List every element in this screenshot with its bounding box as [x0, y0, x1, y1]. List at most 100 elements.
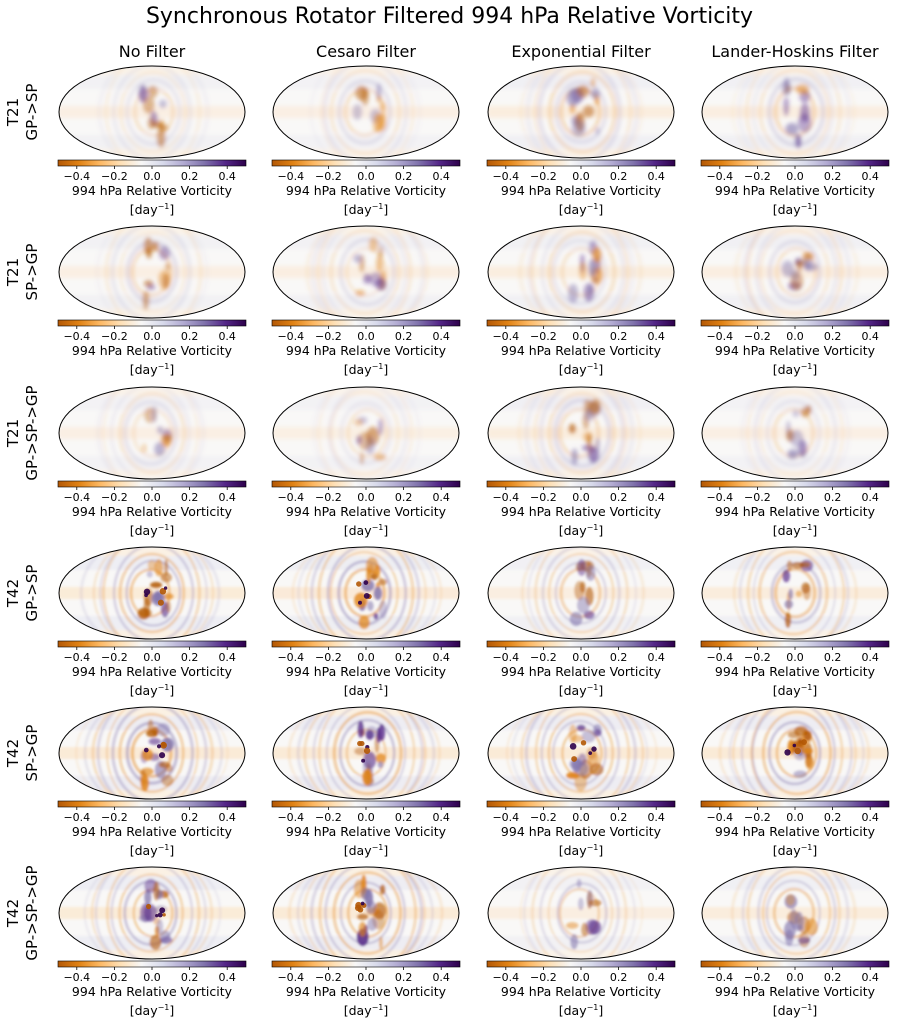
colorbar-label-units: [day−1]: [129, 1003, 175, 1019]
colorbar-label: 994 hPa Relative Vorticity [day−1]: [266, 824, 466, 859]
colorbar-tick-label: 0.0: [572, 811, 590, 824]
colorbar-label-line1: 994 hPa Relative Vorticity: [500, 183, 662, 198]
colorbar-tick-label: 0.2: [610, 971, 628, 984]
vorticity-field: [273, 547, 459, 639]
colorbar-tick-label: −0.2: [315, 651, 342, 664]
colorbar-tick-label: −0.4: [492, 651, 519, 664]
colorbar-label-line1: 994 hPa Relative Vorticity: [285, 664, 447, 679]
colorbar-tick-label: −0.2: [744, 651, 771, 664]
map-outline: [701, 65, 889, 159]
map-svg: −0.4 −0.2 0.0 0.2 0.4: [57, 706, 247, 824]
map-svg: −0.4 −0.2 0.0 0.2 0.4: [700, 706, 890, 824]
map-svg: −0.4 −0.2 0.0 0.2 0.4: [271, 706, 461, 824]
map-outline: [487, 706, 675, 800]
colorbar-label-line1: 994 hPa Relative Vorticity: [71, 183, 233, 198]
colorbar-tick-label: −0.4: [63, 811, 90, 824]
colorbar-tick-label: −0.4: [706, 971, 733, 984]
map-outline: [701, 866, 889, 960]
row-resolution: T42: [4, 738, 22, 768]
colorbar-tick-label: 0.4: [647, 651, 665, 664]
vorticity-field: [59, 867, 245, 959]
vorticity-field: [273, 387, 459, 479]
colorbar-tick-label: −0.2: [101, 811, 128, 824]
colorbar-tick-label: 0.2: [181, 651, 199, 664]
colorbar-tick-label: −0.2: [315, 811, 342, 824]
colorbar: [486, 159, 676, 167]
colorbar: [700, 319, 890, 327]
vorticity-field: [488, 226, 674, 318]
colorbar-tick-label: 0.0: [143, 170, 161, 183]
map-svg: −0.4 −0.2 0.0 0.2 0.4: [57, 386, 247, 504]
map-svg: −0.4 −0.2 0.0 0.2 0.4: [486, 706, 676, 824]
colorbar-tick-label: 0.0: [572, 651, 590, 664]
colorbar-tick-label: 0.2: [181, 491, 199, 504]
colorbar-tick-label: 0.0: [572, 971, 590, 984]
colorbar-label: 994 hPa Relative Vorticity [day−1]: [695, 824, 895, 859]
colorbar-tick-label: −0.2: [744, 971, 771, 984]
colorbar-tick-label: 0.2: [395, 170, 413, 183]
colorbar-tick-label: 0.0: [357, 811, 375, 824]
colorbar-tick-label: 0.4: [218, 811, 236, 824]
panel-r4-c1: −0.4 −0.2 0.0 0.2 0.4 994 hPa Relative Vortic…: [271, 706, 461, 858]
colorbar-label-line1: 994 hPa Relative Vorticity: [285, 183, 447, 198]
colorbar-tick-label: −0.2: [530, 971, 557, 984]
colorbar-label: 994 hPa Relative Vorticity [day−1]: [481, 504, 681, 539]
figure-title: Synchronous Rotator Filtered 994 hPa Rel…: [145, 4, 754, 29]
colorbar-label-units: [day−1]: [772, 843, 818, 859]
colorbar-label: 994 hPa Relative Vorticity [day−1]: [695, 664, 895, 699]
colorbar-tick-label: 0.4: [647, 971, 665, 984]
map-svg: −0.4 −0.2 0.0 0.2 0.4: [700, 386, 890, 504]
colorbar: [271, 159, 461, 167]
colorbar: [57, 319, 247, 327]
colorbar-label: 994 hPa Relative Vorticity [day−1]: [481, 664, 681, 699]
colorbar-label-units: [day−1]: [772, 362, 818, 378]
colorbar: [700, 480, 890, 488]
row-resolution: T21: [4, 97, 22, 127]
panel-r1-c1: −0.4 −0.2 0.0 0.2 0.4 994 hPa Relative Vortic…: [271, 225, 461, 377]
colorbar-label-units: [day−1]: [558, 523, 604, 539]
colorbar-tick-label: 0.2: [395, 330, 413, 343]
colorbar-label: 994 hPa Relative Vorticity [day−1]: [266, 343, 466, 378]
colorbar-label-line1: 994 hPa Relative Vorticity: [71, 504, 233, 519]
colorbar-label: 994 hPa Relative Vorticity [day−1]: [266, 183, 466, 218]
colorbar-label: 994 hPa Relative Vorticity [day−1]: [695, 183, 895, 218]
map-svg: −0.4 −0.2 0.0 0.2 0.4: [700, 866, 890, 984]
colorbar-tick-label: 0.2: [824, 811, 842, 824]
colorbar-label: 994 hPa Relative Vorticity [day−1]: [481, 343, 681, 378]
colorbar-tick-label: 0.4: [432, 971, 450, 984]
colorbar-label-units: [day−1]: [129, 202, 175, 218]
map-outline: [701, 386, 889, 480]
colorbar-label-units: [day−1]: [558, 1003, 604, 1019]
map-svg: −0.4 −0.2 0.0 0.2 0.4: [486, 65, 676, 183]
colorbar-tick-label: 0.2: [824, 971, 842, 984]
colorbar-tick-label: 0.4: [218, 491, 236, 504]
colorbar-label-line1: 994 hPa Relative Vorticity: [500, 984, 662, 999]
map-outline: [58, 706, 246, 800]
colorbar-tick-label: −0.4: [706, 330, 733, 343]
colorbar-tick-label: 0.0: [786, 491, 804, 504]
colorbar-tick-label: −0.2: [101, 330, 128, 343]
map-outline: [58, 225, 246, 319]
colorbar-tick-label: −0.2: [315, 170, 342, 183]
colorbar-tick-label: 0.2: [181, 330, 199, 343]
colorbar-label: 994 hPa Relative Vorticity [day−1]: [52, 183, 252, 218]
colorbar-label-line1: 994 hPa Relative Vorticity: [500, 504, 662, 519]
vorticity-field: [273, 707, 459, 799]
colorbar-tick-label: −0.2: [530, 651, 557, 664]
colorbar-label-units: [day−1]: [558, 362, 604, 378]
colorbar: [271, 640, 461, 648]
colorbar-tick-label: 0.2: [395, 651, 413, 664]
panel-r2-c2: −0.4 −0.2 0.0 0.2 0.4 994 hPa Relative Vortic…: [486, 386, 676, 538]
colorbar-tick-label: −0.4: [492, 170, 519, 183]
map-outline: [487, 65, 675, 159]
colorbar-label-units: [day−1]: [129, 683, 175, 699]
colorbar-tick-label: 0.4: [861, 170, 879, 183]
colorbar-tick-label: 0.4: [647, 811, 665, 824]
map-svg: −0.4 −0.2 0.0 0.2 0.4: [271, 225, 461, 343]
colorbar-tick-label: −0.2: [315, 330, 342, 343]
colorbar-label: 994 hPa Relative Vorticity [day−1]: [52, 343, 252, 378]
colorbar-tick-label: −0.2: [101, 170, 128, 183]
colorbar-tick-label: 0.0: [143, 491, 161, 504]
map-svg: −0.4 −0.2 0.0 0.2 0.4: [486, 386, 676, 504]
map-svg: −0.4 −0.2 0.0 0.2 0.4: [57, 225, 247, 343]
